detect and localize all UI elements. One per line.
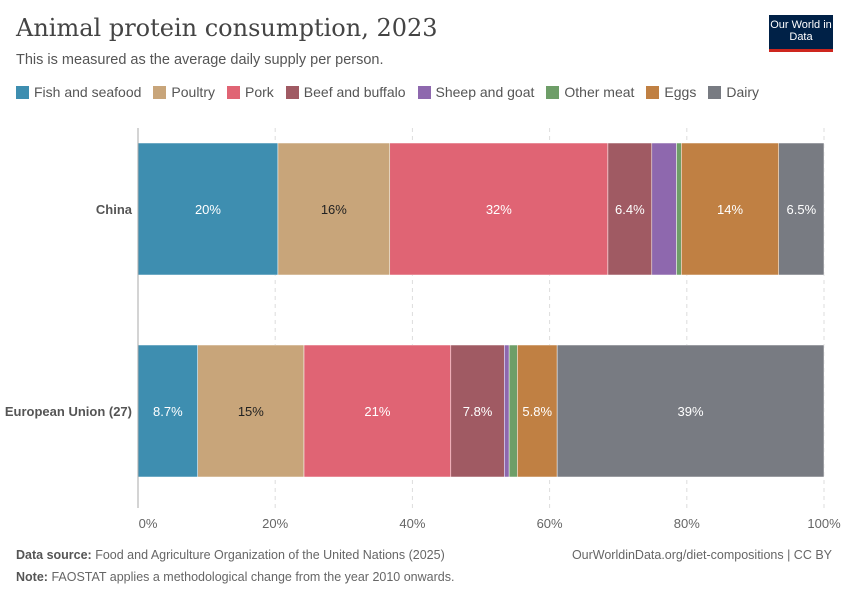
owid-logo[interactable]: Our World in Data — [769, 15, 833, 52]
bar-segment — [389, 142, 609, 276]
legend-item[interactable]: Pork — [226, 84, 274, 100]
legend-item[interactable]: Beef and buffalo — [285, 84, 406, 100]
x-tick-label: 20% — [262, 516, 288, 531]
data-label: 6.5% — [787, 202, 817, 217]
bar-segment — [676, 142, 682, 276]
legend-swatch — [708, 85, 722, 99]
x-tick-label: 100% — [807, 516, 841, 531]
legend-label: Sheep and goat — [435, 84, 535, 100]
data-label: 8.7% — [153, 404, 183, 419]
category-label: China — [96, 202, 133, 217]
x-tick-label: 60% — [537, 516, 563, 531]
x-tick-label: 0% — [139, 516, 158, 531]
bar-segment — [504, 344, 510, 478]
x-tick-label: 80% — [674, 516, 700, 531]
legend-swatch — [546, 85, 560, 99]
legend-item[interactable]: Poultry — [153, 84, 215, 100]
data-source: Data source: Food and Agriculture Organi… — [16, 548, 445, 562]
data-label: 16% — [321, 202, 347, 217]
legend-item[interactable]: Fish and seafood — [16, 84, 141, 100]
bar-segment — [303, 344, 452, 478]
bar-segment — [137, 344, 198, 478]
legend-label: Dairy — [726, 84, 759, 100]
legend-label: Pork — [244, 84, 274, 100]
legend-item[interactable]: Eggs — [646, 84, 696, 100]
legend-swatch — [153, 85, 167, 99]
bar-segment — [197, 344, 305, 478]
data-label: 32% — [486, 202, 512, 217]
legend-label: Other meat — [564, 84, 635, 100]
legend-label: Eggs — [664, 84, 697, 100]
data-label: 5.8% — [522, 404, 552, 419]
legend-item[interactable]: Dairy — [708, 84, 759, 100]
legend-label: Fish and seafood — [34, 84, 142, 100]
bar-segment — [651, 142, 677, 276]
logo-text: Our World in Data — [770, 19, 832, 43]
legend-item[interactable]: Other meat — [546, 84, 634, 100]
bar-segment — [778, 142, 825, 276]
legend-swatch — [646, 85, 660, 99]
legend-swatch — [16, 85, 29, 99]
x-tick-label: 40% — [399, 516, 425, 531]
bar-segment — [137, 142, 279, 276]
legend-label: Poultry — [171, 84, 215, 100]
bar-segment — [556, 344, 825, 478]
legend-swatch — [226, 85, 240, 99]
legend-swatch — [417, 85, 431, 99]
bar-segment — [277, 142, 391, 276]
bar-segment — [681, 142, 779, 276]
data-label: 39% — [678, 404, 704, 419]
data-label: 14% — [717, 202, 743, 217]
legend-label: Beef and buffalo — [303, 84, 406, 100]
data-label: 21% — [364, 404, 390, 419]
chart-title: Animal protein consumption, 2023 — [16, 14, 438, 42]
bar-segment — [607, 142, 653, 276]
data-label: 20% — [195, 202, 221, 217]
bar-segment — [508, 344, 518, 478]
bar-segment — [517, 344, 558, 478]
data-label: 7.8% — [463, 404, 493, 419]
category-label: European Union (27) — [5, 404, 132, 419]
bar-segment — [450, 344, 505, 478]
legend-item[interactable]: Sheep and goat — [417, 84, 535, 100]
chart: 0% 20% 40% 60% 80% 100% China 20% 16% 32% 6.4% 14% 6… — [5, 128, 841, 531]
chart-subtitle: This is measured as the average daily su… — [16, 52, 384, 68]
legend-swatch — [285, 85, 299, 99]
data-label: 6.4% — [615, 202, 645, 217]
source-link[interactable]: OurWorldinData.org/diet-compositions | C… — [571, 548, 832, 562]
note: Note: FAOSTAT applies a methodological c… — [16, 570, 455, 584]
legend: Fish and seafood Poultry Pork Beef and buff… — [16, 84, 759, 100]
data-label: 15% — [238, 404, 264, 419]
